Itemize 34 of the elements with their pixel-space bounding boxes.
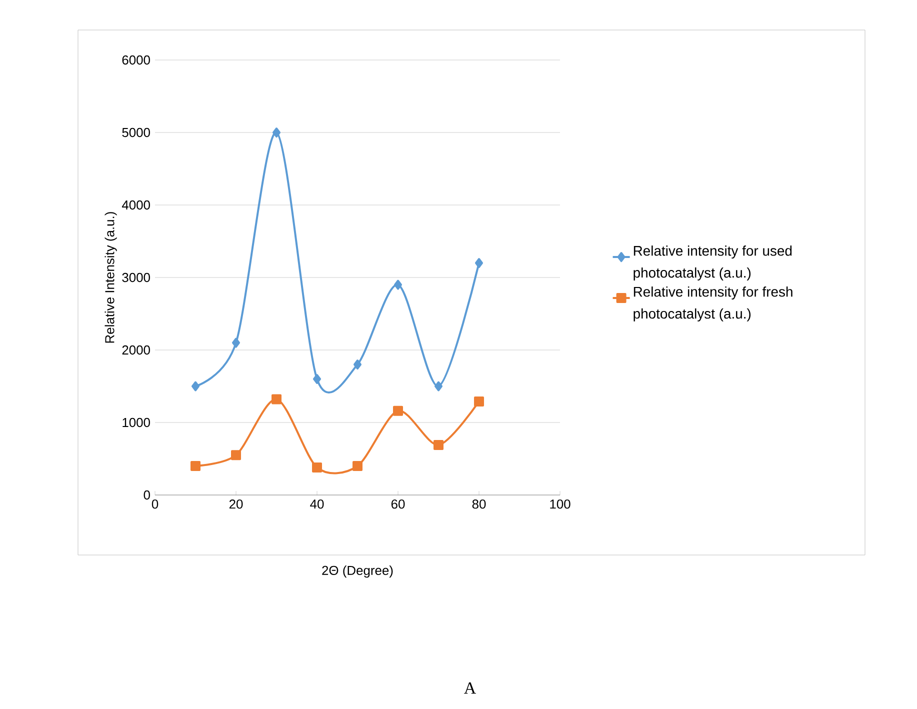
point xyxy=(475,258,484,268)
x-tick-label: 40 xyxy=(310,500,324,509)
legend-label: Relative intensity for fresh photocatalyst (a.u.) xyxy=(634,286,792,322)
point xyxy=(312,462,322,472)
x-tick-label: 60 xyxy=(391,500,405,509)
point xyxy=(192,381,200,392)
point xyxy=(272,394,282,404)
x-tick-label: 20 xyxy=(229,500,243,509)
y-tick-label: 1000 xyxy=(122,418,150,428)
point xyxy=(434,440,444,450)
y-tick-label: 5000 xyxy=(122,128,150,138)
legend-label: Relative intensity for used photocatalyst (a.u.) xyxy=(634,246,792,280)
point xyxy=(313,374,322,384)
y-tick-label: 3000 xyxy=(122,272,150,282)
y-tick-label: 2000 xyxy=(122,345,150,355)
x-tick-label: 0 xyxy=(152,500,158,509)
x-axis-title: 2Θ (Degree) xyxy=(322,566,393,578)
point xyxy=(190,461,201,472)
point xyxy=(352,461,363,472)
point xyxy=(393,406,404,416)
text: A xyxy=(464,682,476,694)
y-tick-label: 4000 xyxy=(122,200,150,210)
x-tick-label: 100 xyxy=(550,500,570,509)
point xyxy=(231,450,242,460)
point xyxy=(394,280,402,290)
y-axis-title: Relative Intensity (a.u.) xyxy=(104,212,117,343)
point xyxy=(434,381,443,392)
point xyxy=(232,338,240,348)
point xyxy=(474,396,484,406)
point xyxy=(272,128,281,138)
x-tick-label: 80 xyxy=(472,500,486,509)
y-tick-label: 6000 xyxy=(122,55,150,65)
point xyxy=(354,360,362,370)
y-tick-label: 0 xyxy=(144,490,150,500)
